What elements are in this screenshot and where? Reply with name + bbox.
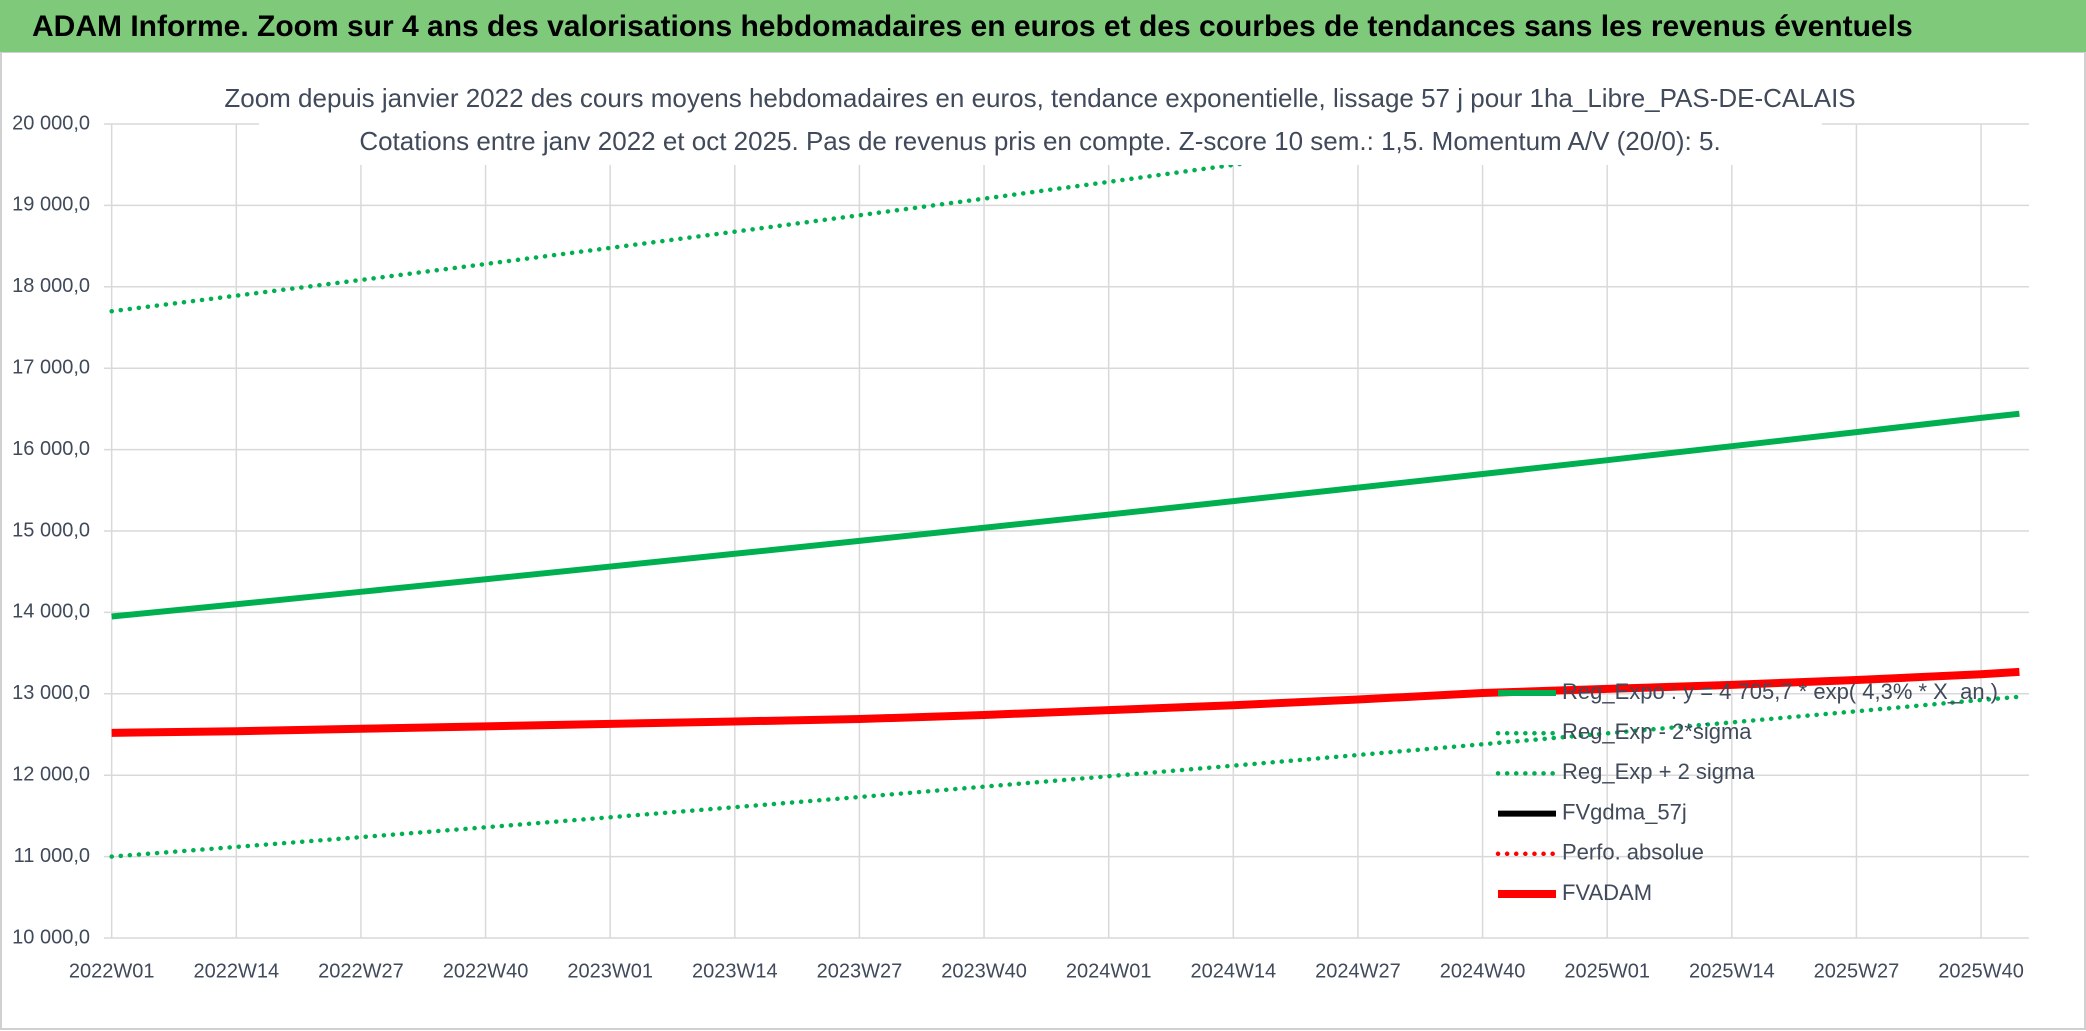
- x-tick-label: 2023W27: [817, 960, 903, 982]
- x-tick-label: 2024W40: [1440, 960, 1526, 982]
- y-tick-label: 15 000,0: [12, 519, 90, 541]
- x-tick-label: 2025W01: [1564, 960, 1650, 982]
- legend-label: Reg_Expo : y = 4 705,7 * exp( 4,3% * X_a…: [1562, 679, 1998, 704]
- subtitle-background: [259, 77, 1822, 165]
- legend-label: Reg_Exp + 2 sigma: [1562, 759, 1755, 784]
- y-tick-label: 10 000,0: [12, 926, 90, 948]
- x-tick-label: 2024W27: [1315, 960, 1401, 982]
- x-tick-label: 2025W40: [1938, 960, 2024, 982]
- series-line: [109, 122, 1560, 314]
- y-tick-label: 14 000,0: [12, 601, 90, 623]
- x-tick-label: 2025W14: [1689, 960, 1775, 982]
- series-line: [109, 694, 2022, 859]
- legend-label: Perfo. absolue: [1562, 840, 1704, 865]
- chart-title: ADAM Informe. Zoom sur 4 ans des valoris…: [32, 10, 1913, 43]
- y-tick-label: 11 000,0: [14, 845, 90, 867]
- x-tick-label: 2025W27: [1814, 960, 1900, 982]
- y-tick-label: 12 000,0: [12, 763, 90, 785]
- y-tick-label: 18 000,0: [12, 275, 90, 297]
- x-tick-label: 2022W01: [69, 960, 155, 982]
- x-tick-label: 2024W01: [1066, 960, 1152, 982]
- y-tick-label: 16 000,0: [12, 438, 90, 460]
- y-tick-label: 17 000,0: [12, 356, 90, 378]
- y-tick-label: 19 000,0: [12, 194, 90, 216]
- legend-label: FVADAM: [1562, 880, 1652, 905]
- series-line: [111, 410, 2020, 620]
- chart-frame: [0, 51, 2086, 1030]
- x-tick-label: 2023W40: [941, 960, 1027, 982]
- series-line: [111, 667, 2020, 737]
- chart-subtitle: Cotations entre janv 2022 et oct 2025. P…: [359, 126, 1720, 156]
- header-bar: [0, 0, 2086, 52]
- x-tick-label: 2022W14: [193, 960, 279, 982]
- x-tick-label: 2022W27: [318, 960, 404, 982]
- legend-label: Reg_Exp - 2*sigma: [1562, 719, 1752, 744]
- x-tick-label: 2024W14: [1190, 960, 1276, 982]
- y-tick-label: 13 000,0: [12, 682, 90, 704]
- chart-subtitle: Zoom depuis janvier 2022 des cours moyen…: [224, 83, 1855, 113]
- legend-label: FVgdma_57j: [1562, 799, 1687, 824]
- x-tick-label: 2023W14: [692, 960, 778, 982]
- x-tick-label: 2022W40: [443, 960, 529, 982]
- y-tick-label: 20 000,0: [12, 112, 90, 134]
- x-tick-label: 2023W01: [567, 960, 653, 982]
